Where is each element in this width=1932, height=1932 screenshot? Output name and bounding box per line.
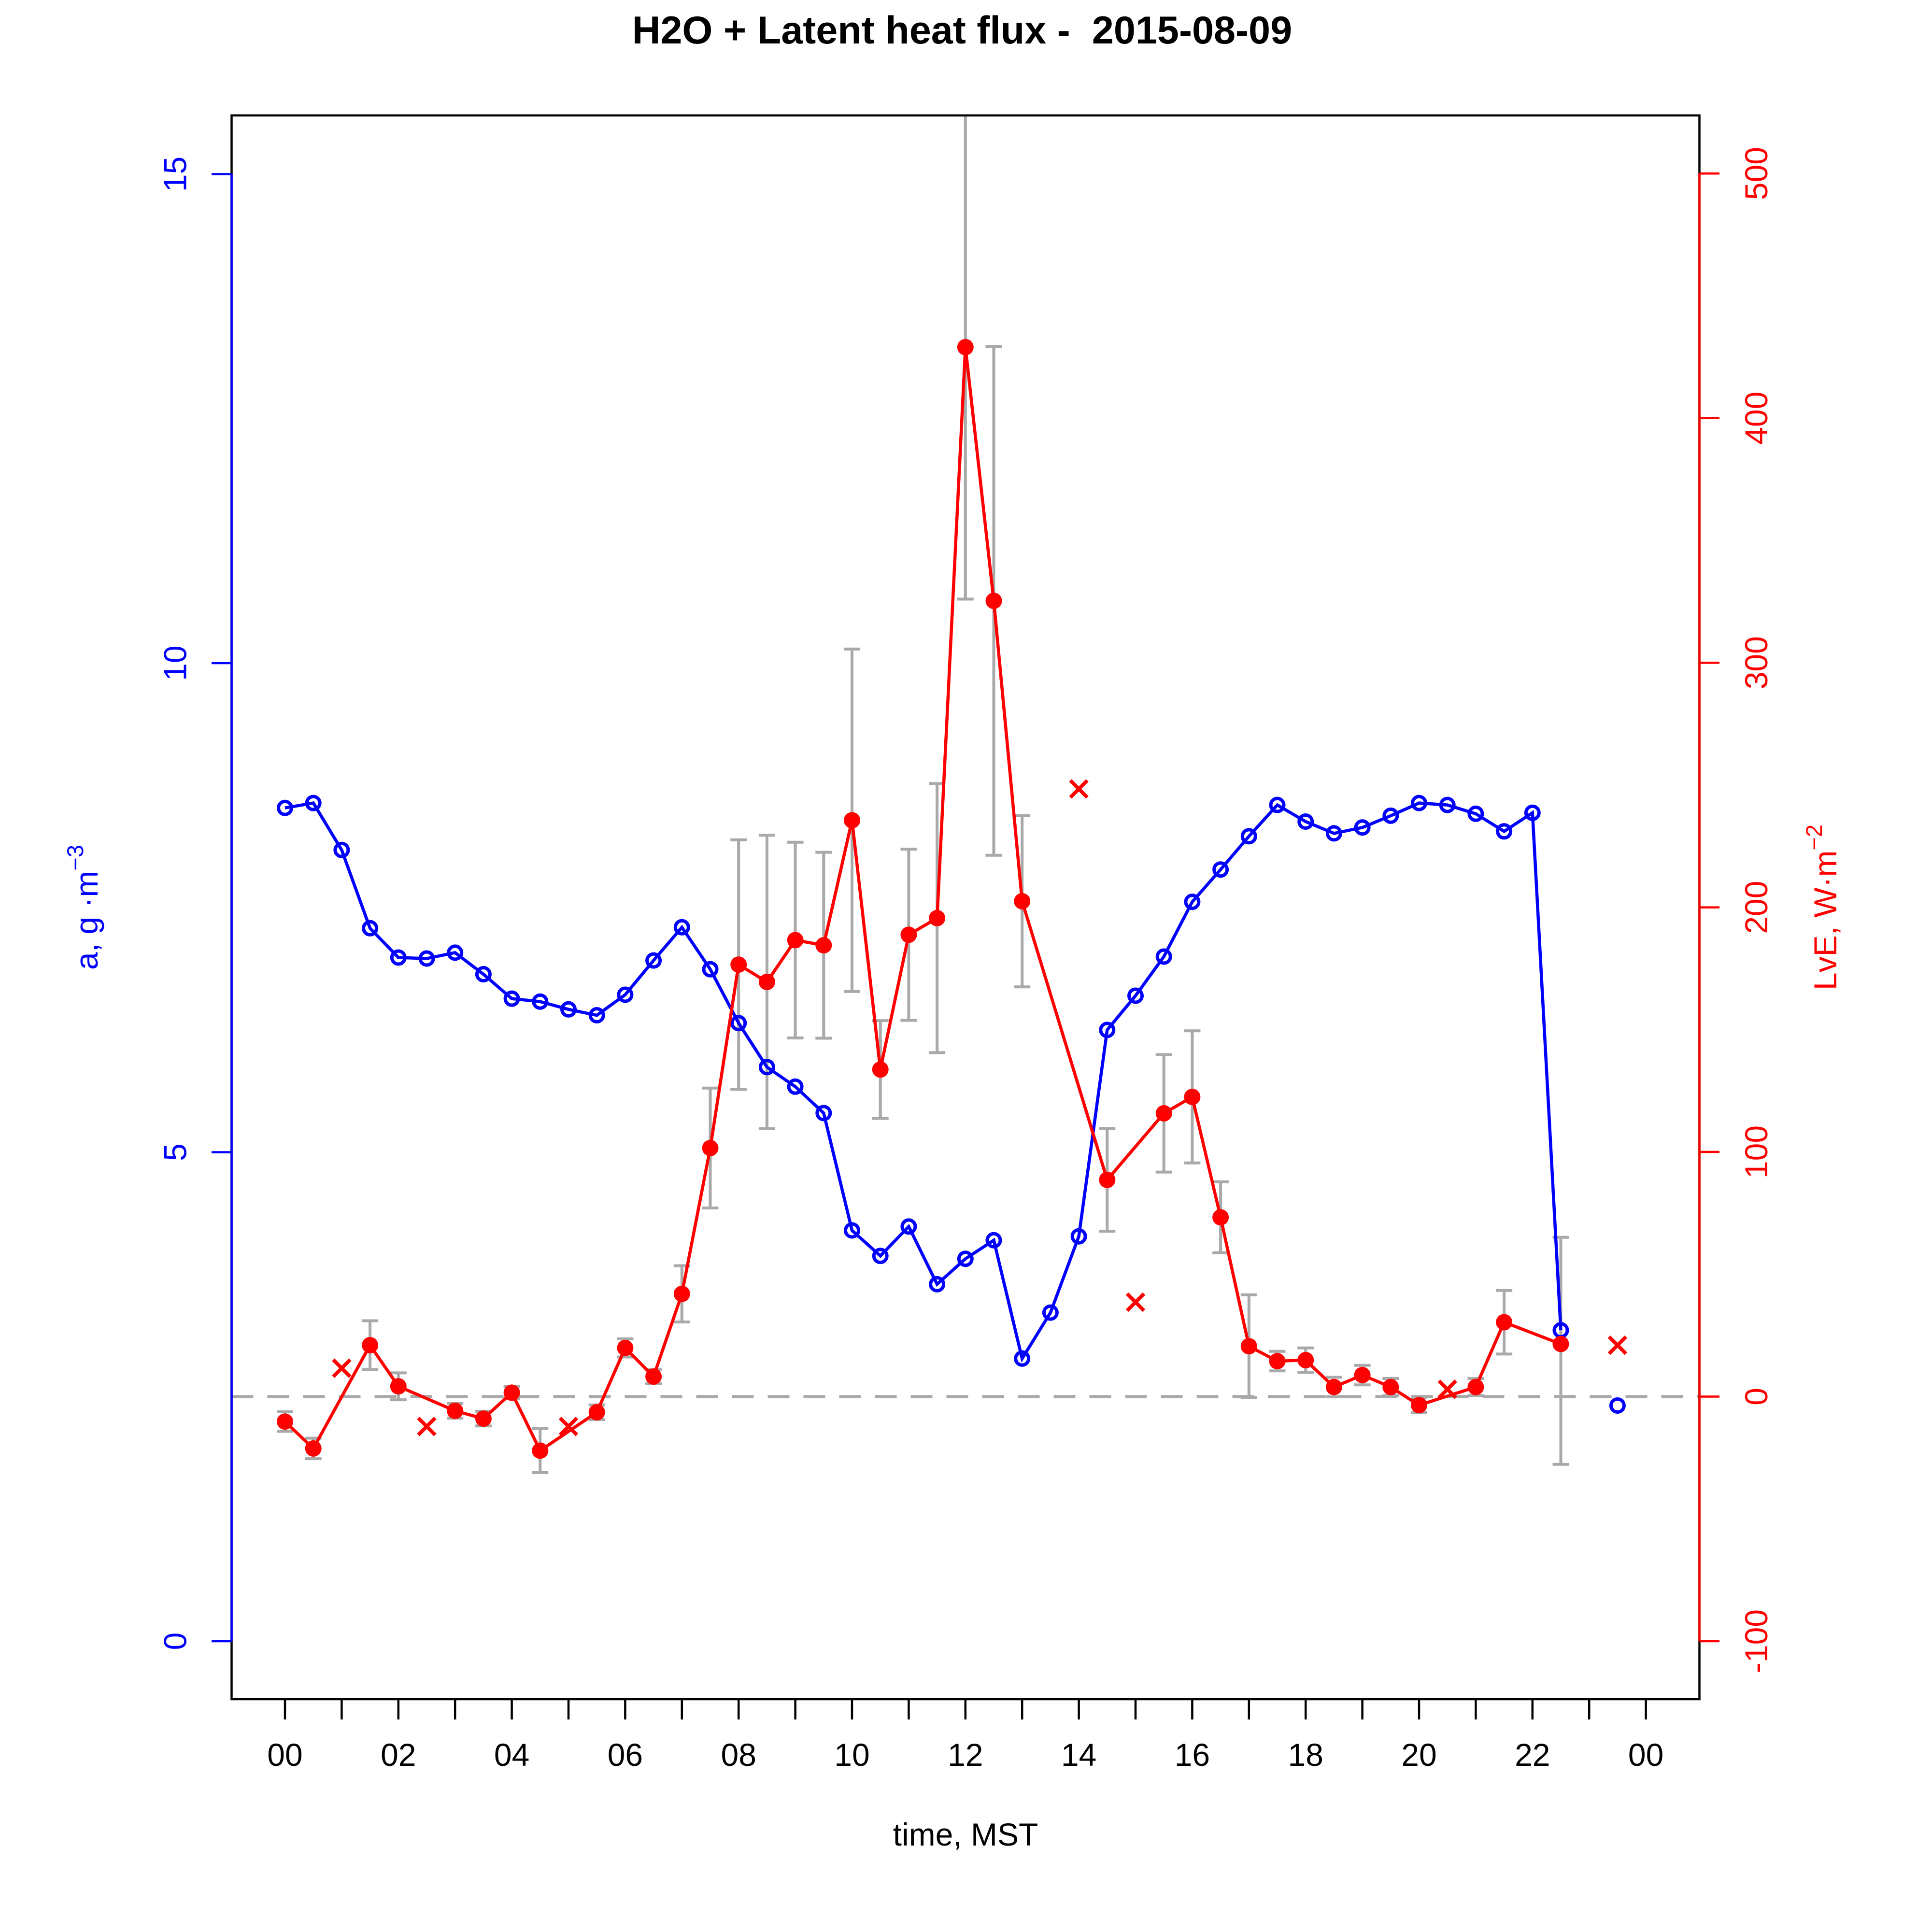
svg-text:00: 00: [267, 1737, 302, 1773]
svg-text:100: 100: [1738, 1125, 1774, 1179]
svg-text:12: 12: [948, 1737, 983, 1773]
svg-text:0: 0: [1738, 1388, 1774, 1406]
svg-text:500: 500: [1738, 147, 1774, 200]
svg-text:22: 22: [1515, 1737, 1550, 1773]
svg-text:200: 200: [1738, 881, 1774, 934]
svg-text:14: 14: [1061, 1737, 1096, 1773]
svg-text:18: 18: [1288, 1737, 1323, 1773]
svg-text:5: 5: [157, 1143, 193, 1161]
svg-text:H2O + Latent heat flux - 2015: H2O + Latent heat flux - 2015-08-09: [632, 9, 1292, 52]
svg-text:time, MST: time, MST: [893, 1817, 1038, 1852]
svg-text:16: 16: [1175, 1737, 1210, 1773]
svg-text:0: 0: [157, 1633, 193, 1650]
svg-text:15: 15: [157, 156, 193, 192]
svg-text:00: 00: [1628, 1737, 1663, 1773]
svg-text:300: 300: [1738, 636, 1774, 689]
svg-text:02: 02: [381, 1737, 416, 1773]
svg-text:06: 06: [608, 1737, 643, 1773]
svg-text:10: 10: [157, 645, 193, 681]
svg-text:04: 04: [494, 1737, 529, 1773]
svg-text:08: 08: [721, 1737, 756, 1773]
svg-text:-100: -100: [1738, 1609, 1774, 1673]
svg-text:400: 400: [1738, 392, 1774, 445]
svg-text:10: 10: [834, 1737, 869, 1773]
svg-text:20: 20: [1401, 1737, 1436, 1773]
svg-text:LvE, W·m−2: LvE, W·m−2: [1801, 824, 1843, 990]
